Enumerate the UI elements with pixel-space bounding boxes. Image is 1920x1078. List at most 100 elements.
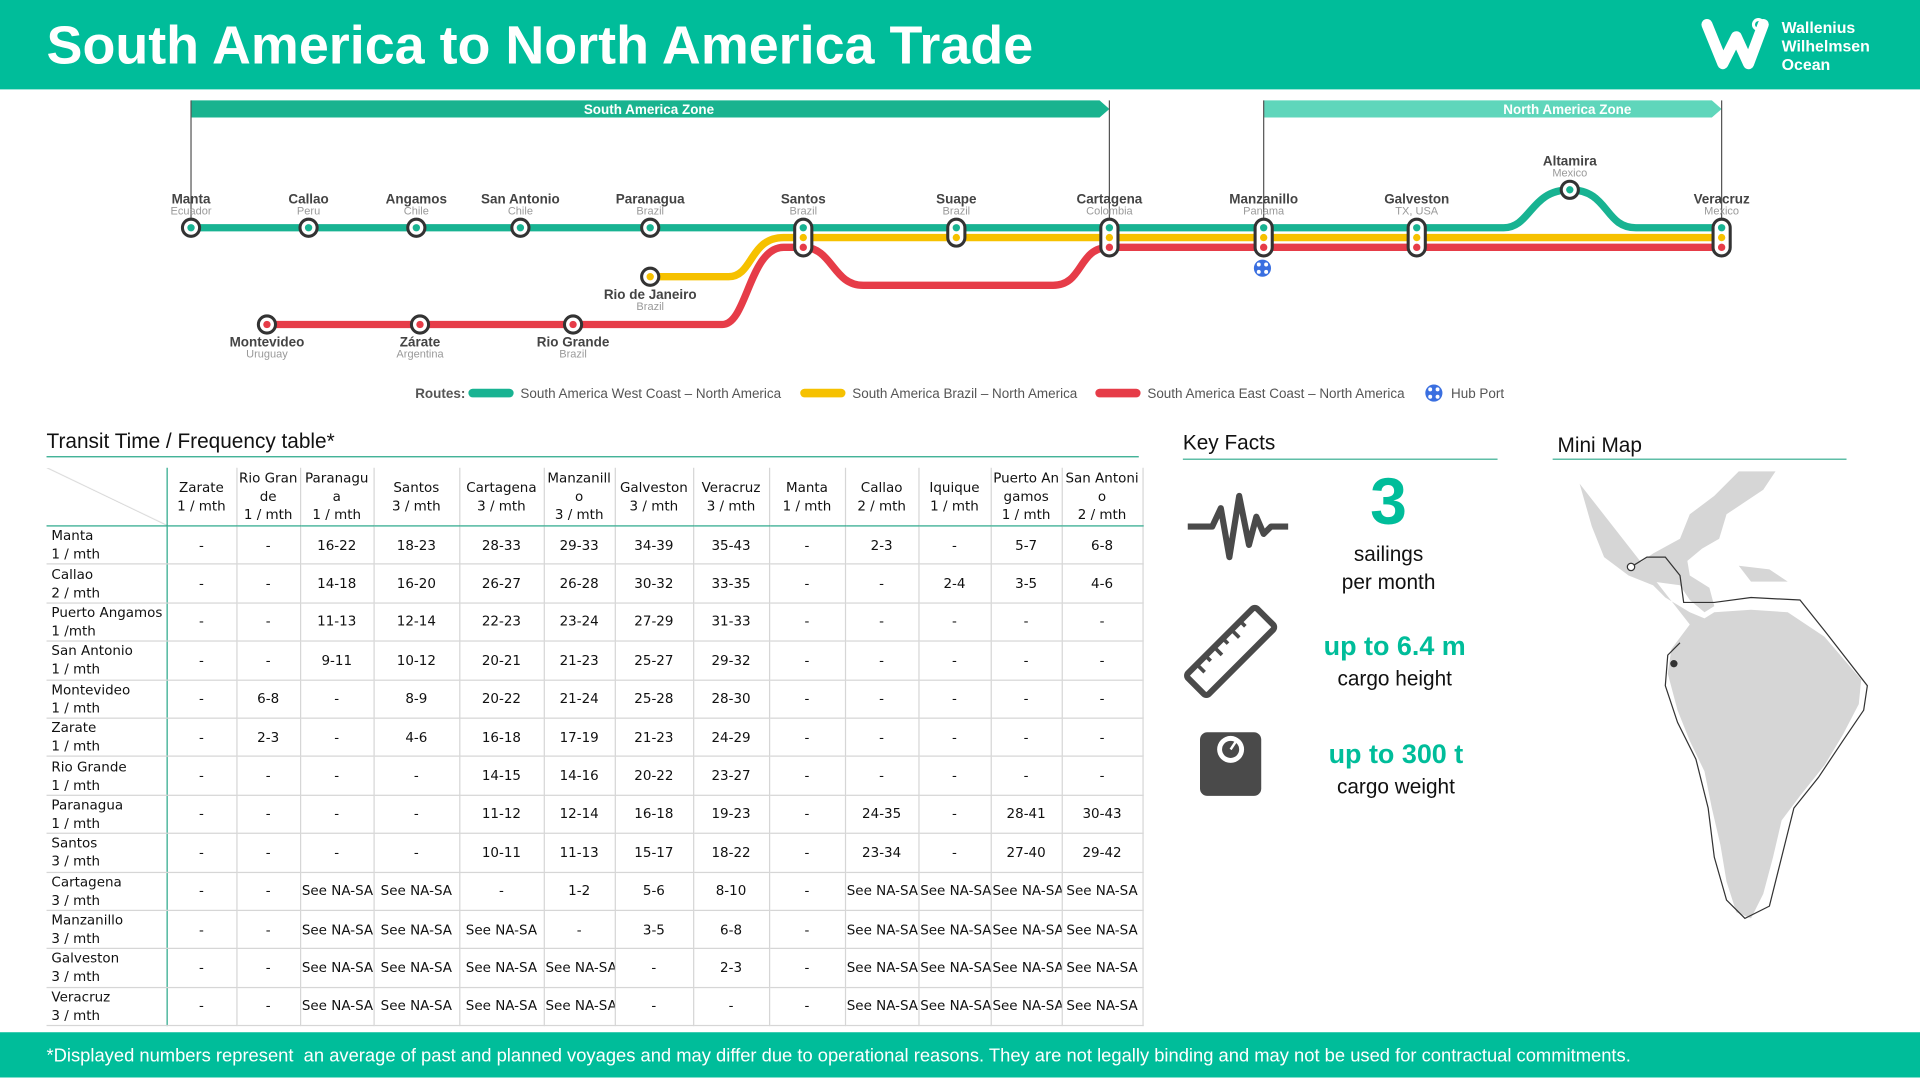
hub-icon [1425,384,1443,402]
table-cell: See NA-SA [918,948,992,988]
station-dot [1717,233,1726,242]
column-name: Galveston [619,479,688,496]
port-name: Galveston [1384,191,1449,206]
table-cell: - [844,679,919,719]
table-cell: - [166,718,237,758]
table-cell: - [768,679,846,719]
row-header: Manzanillo 3 / mth [46,910,168,950]
zone-label: South America Zone [584,102,715,117]
table-cell: 9-11 [300,641,375,681]
table-cell: 26-28 [543,564,616,604]
port-country: Brazil [943,205,971,217]
zone-dividers [190,100,1723,221]
table-cell: 8-10 [693,871,770,911]
table-cell: - [1061,718,1144,758]
column-header: Zarate 1 / mth [166,467,237,527]
table-cell: 25-28 [614,679,694,719]
port-country: TX, USA [1395,205,1438,217]
column-header: Manta 1 / mth [768,467,846,527]
table-cell: - [990,602,1063,642]
port-name: Zárate [400,335,441,350]
table-cell: - [166,833,237,873]
row-frequency: 1 / mth [51,738,101,755]
logo-text: Wallenius [1782,20,1856,37]
port-country: Ecuador [171,205,212,217]
column-name: Veracruz [701,479,761,496]
row-frequency: 3 / mth [51,853,101,870]
table-cell: - [768,718,846,758]
station-dot [799,233,807,242]
column-header: San Antonio 2 / mth [1061,467,1144,527]
table-cell: See NA-SA [459,987,545,1027]
table-cell: See NA-SA [373,948,460,988]
row-frequency: 1 / mth [51,546,101,563]
port-country: Argentina [396,349,444,361]
table-cell: - [236,564,301,604]
table-cell: See NA-SA [990,871,1063,911]
row-name: Rio Grande [51,758,127,775]
row-frequency: 1 / mth [51,776,101,793]
table-row: Manzanillo 3 / mth - - See NA-SA See NA-SA See… [46,910,1144,950]
table-row: Manta 1 / mth - -16-22 18-23 28-33 29-33 34-39 3… [46,525,1144,565]
column-header: Galveston 3 / mth [614,467,694,527]
table-cell: - [236,602,301,642]
station-dot [569,320,577,329]
table-cell: 5-7 [990,525,1063,565]
table-cell: - [990,641,1063,681]
table-cell: 2-3 [693,948,770,988]
table-cell: See NA-SA [300,871,375,911]
column-name: Cartagena [466,479,537,496]
table-cell: - [236,948,301,988]
port-country: Colombia [1086,205,1133,217]
table-cell: See NA-SA [990,948,1063,988]
legend-item: South America Brazil – North America [852,386,1078,401]
table-cell: 4-6 [1061,564,1144,604]
legend: South America West Coast – North America… [468,384,1504,402]
table-cell: - [768,910,846,950]
table-cell: See NA-SA [543,987,616,1027]
table-cell: 12-14 [373,602,460,642]
station-dot [1260,224,1268,232]
port-country: Brazil [636,301,664,313]
table-cell: - [166,794,237,835]
table-row: Santos 3 / mth - - - -10-11 11-13 15-17 18-22-23… [46,833,1144,873]
table-cell: 20-22 [459,679,545,719]
table-cell: 25-27 [614,641,694,681]
column-frequency: 3 / mth [477,497,526,514]
legend-item: South America West Coast – North America [520,386,781,401]
table-cell: - [373,833,460,873]
table-cell: - [166,756,237,796]
table-cell: - [1061,756,1144,796]
table-cell: 27-40 [990,833,1063,873]
table-cell: 26-27 [459,564,545,604]
table-cell: - [614,948,694,988]
row-header: San Antonio 1 / mth [46,641,168,681]
row-frequency: 3 / mth [51,969,101,986]
fact-label: cargo height [1337,668,1452,691]
table-cell: 2-3 [844,525,919,565]
table-cell: 28-41 [990,794,1063,835]
row-frequency: 1 / mth [51,815,101,832]
table-cell: - [1061,602,1144,642]
table-cell: See NA-SA [459,948,545,988]
station-dot [412,224,421,232]
column-header: Paranagua 1 / mth [300,467,375,527]
port-country: Mexico [1704,205,1739,217]
column-name: Rio Grande [238,470,298,505]
station-dot [1260,243,1268,252]
table-row: Puerto Angamos 1 /mth - -11-13 12-14 22-23 23-… [46,602,1144,642]
row-name: Callao [51,566,94,583]
table-cell: - [300,833,375,873]
table-cell: 11-12 [459,794,545,835]
station-dot [516,224,525,232]
table-cell: 23-24 [543,602,616,642]
column-frequency: 3 / mth [392,497,441,514]
transit-table: Zarate 1 / mth Rio Grande 1 / mth Paranagua 1… [46,467,1144,1027]
table-cell: See NA-SA [300,948,375,988]
row-frequency: 2 / mth [51,584,101,601]
table-cell: - [918,794,992,835]
station-dot [304,224,313,232]
port-country: Brazil [789,205,817,217]
table-row: Zarate 1 / mth -2-3-4-6 16-18 17-19 21-23 24-2… [46,718,1144,758]
